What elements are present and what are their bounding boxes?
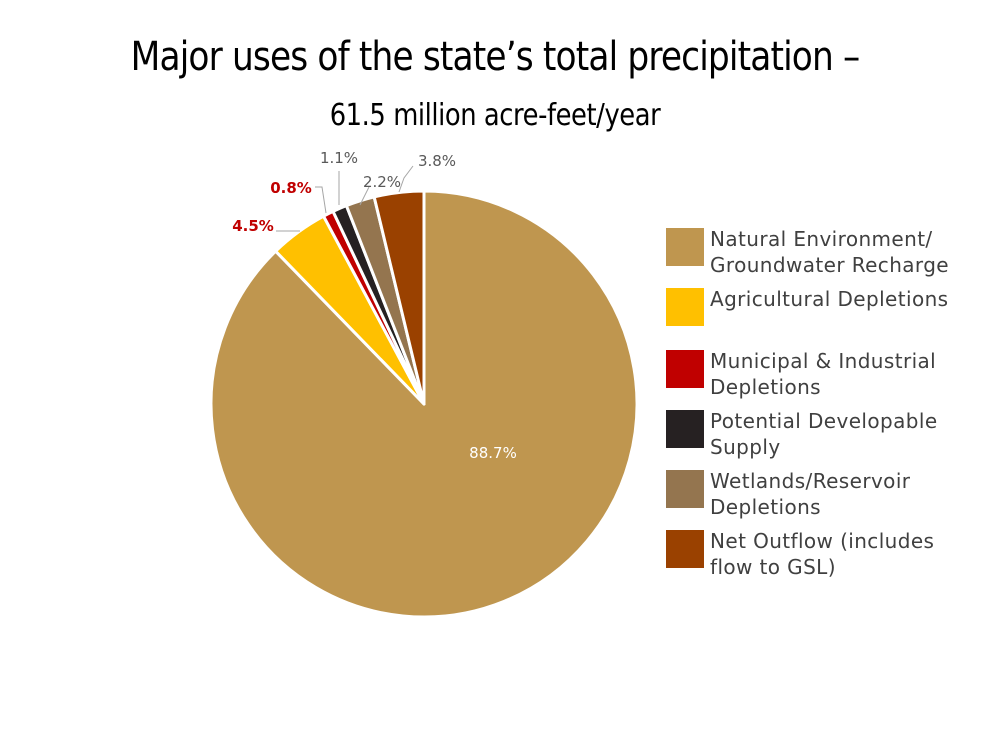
- legend-swatch: [666, 410, 704, 448]
- legend-item-developable-supply: Potential Developable Supply: [664, 408, 964, 468]
- slice-labels: 88.7% 4.5% 0.8% 1.1% 2.2% 3.8%: [232, 149, 517, 462]
- legend-label-line: Net Outflow (includes: [710, 529, 935, 553]
- legend-item-natural-environment: Natural Environment/ Groundwater Recharg…: [664, 226, 964, 286]
- legend-label-line: Groundwater Recharge: [710, 253, 950, 277]
- legend-label-line: Natural Environment/: [710, 227, 933, 251]
- legend-label: Municipal & Industrial Depletions: [710, 348, 960, 400]
- chart-subtitle: 61.5 million acre-feet/year: [329, 98, 661, 133]
- legend-label: Agricultural Depletions: [710, 286, 960, 312]
- legend-item-municipal-industrial: Municipal & Industrial Depletions: [664, 348, 964, 408]
- legend-item-wetlands-reservoir: Wetlands/Reservoir Depletions: [664, 468, 964, 528]
- legend-swatch: [666, 228, 704, 266]
- legend-item-agricultural: Agricultural Depletions: [664, 286, 964, 346]
- legend-label-line: Agricultural Depletions: [710, 287, 949, 311]
- slice-label-municipal-industrial: 0.8%: [270, 179, 312, 197]
- legend-swatch: [666, 350, 704, 388]
- leader-line-wetlands-reservoir: [359, 186, 370, 206]
- legend-swatch: [666, 470, 704, 508]
- legend-swatch: [666, 288, 704, 326]
- pie-slices: [209, 189, 639, 619]
- legend-label: Potential Developable Supply: [710, 408, 960, 460]
- slice-label-net-outflow: 3.8%: [418, 152, 456, 170]
- leader-line-municipal-industrial: [315, 186, 327, 214]
- legend-label-line: Wetlands/Reservoir: [710, 469, 911, 493]
- legend-label-line: Municipal & Industrial: [710, 349, 937, 373]
- legend-label: Natural Environment/ Groundwater Recharg…: [710, 226, 960, 278]
- slice-label-natural-environment: 88.7%: [469, 444, 517, 462]
- chart-title: Major uses of the state’s total precipit…: [130, 34, 860, 80]
- leader-lines: [276, 165, 414, 232]
- slice-label-agricultural: 4.5%: [232, 217, 274, 235]
- legend-item-net-outflow: Net Outflow (includes flow to GSL): [664, 528, 964, 588]
- leader-line-net-outflow: [398, 165, 414, 193]
- legend-label-line: Depletions: [710, 495, 821, 519]
- pie-slice-net-outflow: [372, 189, 426, 406]
- slice-label-developable-supply: 1.1%: [320, 149, 358, 167]
- legend-label: Wetlands/Reservoir Depletions: [710, 468, 960, 520]
- legend-label: Net Outflow (includes flow to GSL): [710, 528, 960, 580]
- legend-label-line: Supply: [710, 435, 781, 459]
- legend-label-line: Depletions: [710, 375, 821, 399]
- legend-swatch: [666, 530, 704, 568]
- legend-label-line: flow to GSL): [710, 555, 836, 579]
- legend-label-line: Potential Developable: [710, 409, 938, 433]
- slice-label-wetlands-reservoir: 2.2%: [363, 173, 401, 191]
